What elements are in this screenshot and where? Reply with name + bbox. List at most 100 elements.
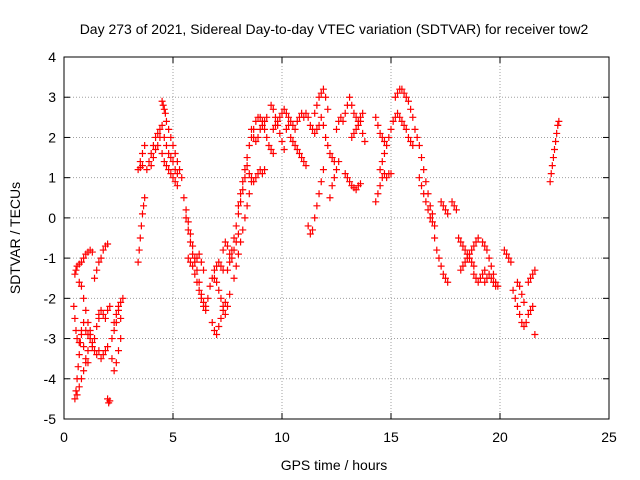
data-point [289, 137, 297, 145]
data-point [263, 113, 271, 121]
data-point [101, 347, 109, 355]
data-point [380, 137, 388, 145]
data-point [106, 397, 114, 405]
data-point [119, 294, 127, 302]
data-point [169, 174, 177, 182]
data-point [200, 298, 208, 306]
data-point [108, 355, 116, 363]
data-point [232, 222, 240, 230]
data-point [239, 186, 247, 194]
data-point [516, 282, 524, 290]
data-point [158, 150, 166, 158]
data-point [524, 310, 532, 318]
data-point [326, 194, 334, 202]
data-point [341, 109, 349, 117]
data-point [93, 351, 101, 359]
data-point [269, 125, 277, 133]
grid [64, 57, 609, 419]
y-tick-label: -2 [44, 290, 57, 306]
data-point [134, 258, 142, 266]
data-point [428, 218, 436, 226]
data-point [72, 266, 80, 274]
data-point [182, 206, 190, 214]
data-point [265, 141, 273, 149]
data-point [479, 238, 487, 246]
data-point [361, 137, 369, 145]
chart-title: Day 273 of 2021, Sidereal Day-to-day VTE… [80, 21, 589, 37]
data-point [73, 335, 81, 343]
data-point [513, 302, 521, 310]
data-point [322, 93, 330, 101]
data-point [317, 178, 325, 186]
data-point [267, 146, 275, 154]
data-point [387, 170, 395, 178]
data-point [230, 234, 238, 242]
data-point [184, 254, 192, 262]
data-point [411, 125, 419, 133]
data-point [213, 278, 221, 286]
data-point [258, 170, 266, 178]
data-point [378, 133, 386, 141]
data-point [459, 242, 467, 250]
y-tick-label: -5 [44, 411, 57, 427]
data-point [450, 202, 458, 210]
data-point [428, 210, 436, 218]
data-point [457, 238, 465, 246]
x-tick-label: 25 [601, 429, 617, 445]
data-point [159, 101, 167, 109]
data-point [324, 105, 332, 113]
data-point [529, 270, 537, 278]
data-point [304, 222, 312, 230]
data-point [162, 117, 170, 125]
data-point [254, 133, 262, 141]
data-point [485, 270, 493, 278]
data-point [239, 226, 247, 234]
data-point [154, 129, 162, 137]
data-point [374, 190, 382, 198]
data-point [186, 230, 194, 238]
data-point [110, 327, 118, 335]
data-point [339, 117, 347, 125]
data-point [178, 174, 186, 182]
data-point [383, 174, 391, 182]
data-point [169, 158, 177, 166]
data-point [193, 266, 201, 274]
data-point [82, 306, 90, 314]
x-axis-label: GPS time / hours [281, 457, 388, 473]
data-point [311, 214, 319, 222]
data-point [261, 166, 269, 174]
data-point [350, 109, 358, 117]
data-point [341, 170, 349, 178]
data-point [210, 274, 218, 282]
data-point [221, 310, 229, 318]
data-point [71, 314, 79, 322]
data-point [306, 121, 314, 129]
data-point [269, 105, 277, 113]
data-point [80, 343, 88, 351]
data-point [383, 141, 391, 149]
data-point [489, 278, 497, 286]
data-point [468, 246, 476, 254]
y-axis-label: SDTVAR / TECUs [7, 182, 23, 294]
data-point [518, 290, 526, 298]
data-point [162, 162, 170, 170]
data-point [333, 166, 340, 174]
data-point [415, 141, 423, 149]
data-point [420, 190, 428, 198]
data-point [313, 125, 321, 133]
data-point [165, 150, 173, 158]
data-point [193, 278, 201, 286]
data-point [326, 150, 334, 158]
data-point [152, 146, 160, 154]
data-point [352, 186, 360, 194]
data-point [250, 178, 258, 186]
data-point [324, 141, 332, 149]
data-point [459, 262, 467, 270]
data-point [173, 170, 181, 178]
data-point [104, 306, 112, 314]
x-tick-label: 5 [169, 429, 177, 445]
data-point [481, 242, 489, 250]
data-point [241, 174, 249, 182]
x-tick-label: 15 [383, 429, 399, 445]
data-point [356, 180, 364, 188]
